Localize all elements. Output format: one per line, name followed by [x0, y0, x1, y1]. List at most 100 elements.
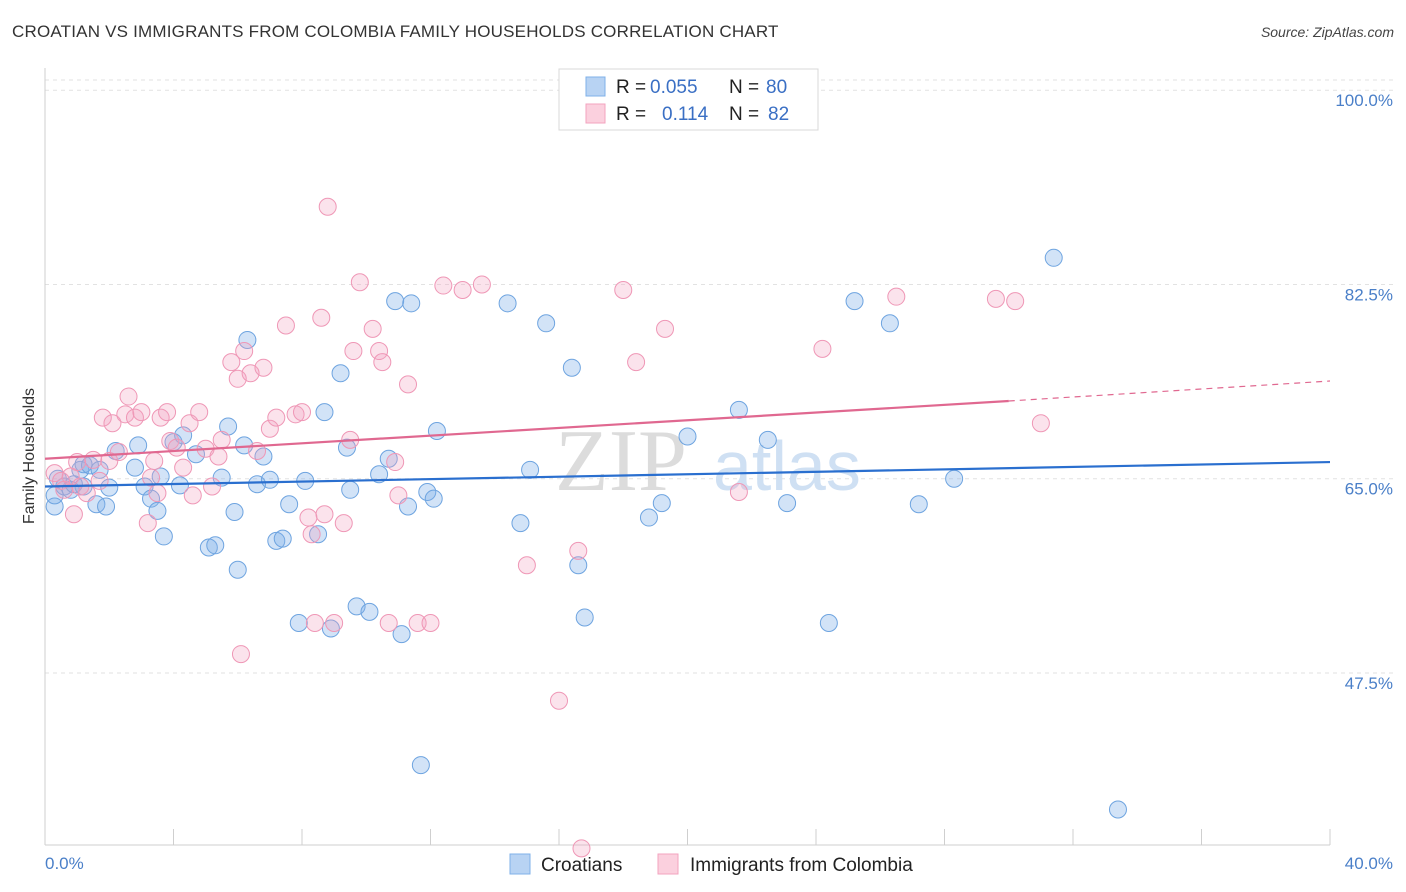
colombia-n-value: 82 — [768, 104, 789, 125]
croatians-point — [1044, 248, 1063, 267]
colombia-point — [254, 358, 273, 377]
croatians-point — [729, 400, 748, 419]
colombia-swatch — [585, 103, 606, 124]
colombia-point — [453, 281, 472, 299]
croatians-point — [228, 560, 247, 579]
colombia-point — [386, 453, 405, 472]
croatians-point — [370, 465, 389, 484]
stats-legend: R = 0.055 N = 80 R = 0.114 N = 82 — [558, 68, 819, 131]
croatians-n-value: 80 — [766, 77, 787, 98]
legend-colombia-label: Immigrants from Colombia — [690, 855, 913, 876]
series-legend: Croatians Immigrants from Colombia — [509, 853, 913, 876]
colombia-r-label: R = — [616, 104, 646, 125]
croatians-point — [97, 497, 116, 516]
croatians-point — [678, 427, 697, 446]
croatians-n-label: N = — [729, 77, 759, 98]
colombia-points — [45, 197, 1050, 858]
colombia-trend-line — [44, 399, 1009, 460]
croatians-point — [575, 608, 594, 627]
colombia-point — [138, 514, 157, 533]
chart-title: CROATIAN VS IMMIGRANTS FROM COLOMBIA FAM… — [12, 22, 779, 41]
colombia-point — [421, 614, 440, 632]
x-tick-label-max: 40.0% — [1345, 854, 1393, 873]
colombia-point — [986, 289, 1005, 308]
croatians-point — [206, 536, 225, 555]
colombia-point — [77, 484, 96, 503]
colombia-point — [312, 308, 331, 327]
croatians-point — [309, 525, 328, 544]
colombia-point — [222, 353, 241, 372]
colombia-point — [148, 484, 167, 503]
colombia-point — [350, 273, 369, 292]
croatians-point — [273, 529, 292, 548]
colombia-point — [161, 431, 180, 450]
colombia-point — [614, 281, 633, 299]
croatians-point — [125, 458, 144, 477]
watermark: ZIP atlas — [555, 413, 861, 510]
colombia-point — [627, 353, 646, 372]
colombia-point — [167, 438, 186, 457]
croatians-point — [758, 430, 777, 449]
colombia-point — [158, 403, 177, 422]
colombia-point — [119, 387, 138, 406]
croatians-point — [909, 495, 928, 514]
croatians-point — [537, 314, 556, 333]
colombia-point — [190, 403, 209, 422]
croatians-point — [170, 476, 189, 495]
colombia-point — [302, 525, 321, 544]
colombia-point — [299, 508, 318, 527]
y-tick-label: 82.5% — [1345, 285, 1393, 304]
croatians-point — [360, 602, 379, 621]
croatians-point — [562, 358, 581, 377]
colombia-point — [260, 419, 279, 438]
colombia-point — [363, 319, 382, 338]
colombia-point — [569, 541, 588, 560]
colombia-point — [572, 839, 591, 858]
croatians-point — [511, 514, 530, 533]
colombia-point — [1006, 292, 1025, 311]
colombia-point — [84, 450, 103, 469]
colombia-point — [813, 339, 832, 358]
y-axis-label: Family Households — [21, 388, 38, 524]
colombia-point — [267, 408, 286, 427]
colombia-point — [212, 430, 231, 449]
y-tick-label: 47.5% — [1345, 674, 1393, 693]
colombia-point — [183, 486, 202, 505]
colombia-point — [550, 691, 568, 710]
x-ticks — [44, 829, 1331, 845]
croatians-trend-line — [44, 460, 1331, 488]
croatians-point — [148, 501, 167, 520]
colombia-point — [379, 614, 398, 632]
colombia-point — [729, 483, 748, 502]
colombia-point — [203, 477, 222, 496]
croatians-point — [225, 503, 244, 521]
colombia-point — [64, 505, 83, 524]
colombia-point — [276, 316, 295, 335]
croatians-point — [418, 483, 437, 502]
y-tick-labels: 47.5% 65.0% 82.5% 100.0% — [1335, 91, 1393, 693]
croatians-point — [1108, 800, 1127, 819]
colombia-point — [370, 342, 389, 361]
colombia-point — [109, 443, 128, 462]
colombia-n-label: N = — [729, 104, 759, 125]
trend-lines — [44, 380, 1331, 488]
colombia-point — [472, 275, 491, 294]
croatians-point — [154, 527, 173, 546]
colombia-point — [389, 486, 408, 505]
colombia-point — [93, 408, 112, 427]
colombia-point — [325, 614, 344, 632]
croatians-point — [521, 460, 540, 479]
colombia-point — [305, 614, 324, 632]
croatians-swatch — [585, 76, 606, 97]
croatians-point — [880, 314, 899, 333]
axes — [44, 68, 1330, 846]
x-tick-label-min: 0.0% — [45, 854, 84, 873]
croatians-point — [845, 292, 864, 311]
colombia-point — [399, 375, 418, 394]
croatians-point — [129, 436, 148, 455]
colombia-point — [235, 342, 254, 361]
croatians-point — [289, 614, 308, 632]
croatians-point — [260, 470, 279, 489]
croatians-point — [331, 364, 350, 383]
